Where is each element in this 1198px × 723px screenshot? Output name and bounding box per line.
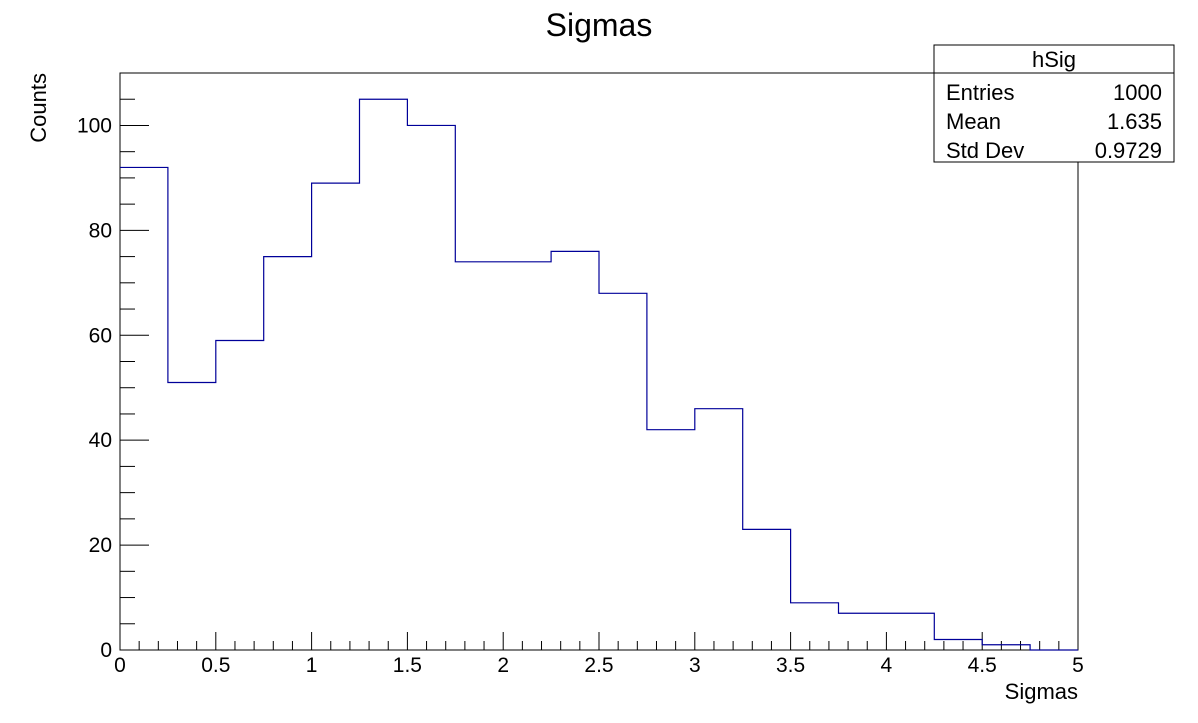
stats-box-name: hSig	[1032, 47, 1076, 72]
histogram-bin	[216, 341, 264, 650]
histogram-bins	[120, 99, 1030, 650]
y-tick-label: 40	[89, 429, 112, 452]
x-tick-label: 3.5	[776, 654, 805, 677]
histogram-bin	[503, 262, 551, 650]
x-tick-label: 0.5	[201, 654, 230, 677]
x-tick-label: 0	[114, 654, 126, 677]
y-tick-label: 100	[77, 114, 112, 137]
stats-stddev-label: Std Dev	[946, 138, 1024, 163]
histogram-bin	[360, 99, 408, 650]
histogram-bin	[599, 293, 647, 650]
histogram-bin	[934, 640, 982, 650]
histogram-bin	[791, 603, 839, 650]
x-tick-label: 2.5	[584, 654, 613, 677]
x-tick-label: 1	[306, 654, 318, 677]
stats-entries-value: 1000	[1113, 80, 1162, 105]
histogram-bin	[743, 529, 791, 650]
x-tick-label: 5	[1072, 654, 1084, 677]
y-tick-label: 0	[100, 639, 112, 662]
x-tick-label: 4	[881, 654, 893, 677]
histogram-bin	[695, 409, 743, 650]
chart-title: Sigmas	[546, 7, 653, 43]
x-tick-label: 1.5	[393, 654, 422, 677]
histogram-series-line	[120, 98, 1078, 651]
histogram-bin	[312, 183, 360, 650]
stats-entries-label: Entries	[946, 80, 1014, 105]
y-tick-label: 60	[89, 324, 112, 347]
y-axis-label: Counts	[26, 73, 51, 143]
stats-box-frame	[933, 44, 1175, 163]
x-tick-label: 4.5	[968, 654, 997, 677]
x-axis-label: Sigmas	[1005, 679, 1078, 704]
histogram-bin	[455, 262, 503, 650]
histogram-bin	[982, 645, 1030, 650]
histogram-bin	[886, 613, 934, 650]
x-tick-label: 2	[497, 654, 509, 677]
y-tick-label: 80	[89, 219, 112, 242]
stats-mean-label: Mean	[946, 109, 1001, 134]
histogram-bin	[120, 167, 168, 650]
y-axis-tick-labels: 0 20 40 60 80 100	[77, 114, 112, 662]
stats-stddev-value: 0.9729	[1095, 138, 1162, 163]
histogram-bin	[551, 251, 599, 650]
histogram-bin	[407, 125, 455, 650]
histogram-bin	[647, 430, 695, 650]
histogram-bin	[839, 613, 887, 650]
histogram-bin	[168, 382, 216, 650]
y-tick-label: 20	[89, 534, 112, 557]
x-axis-tick-labels: 0 0.5 1 1.5 2 2.5 3 3.5 4 4.5 5	[114, 654, 1084, 677]
stats-box: hSig Entries 1000 Mean 1.635 Std Dev 0.9…	[933, 44, 1175, 163]
y-axis-ticks	[120, 72, 149, 651]
stats-mean-value: 1.635	[1107, 109, 1162, 134]
x-tick-label: 3	[689, 654, 701, 677]
histogram-bin	[264, 257, 312, 650]
